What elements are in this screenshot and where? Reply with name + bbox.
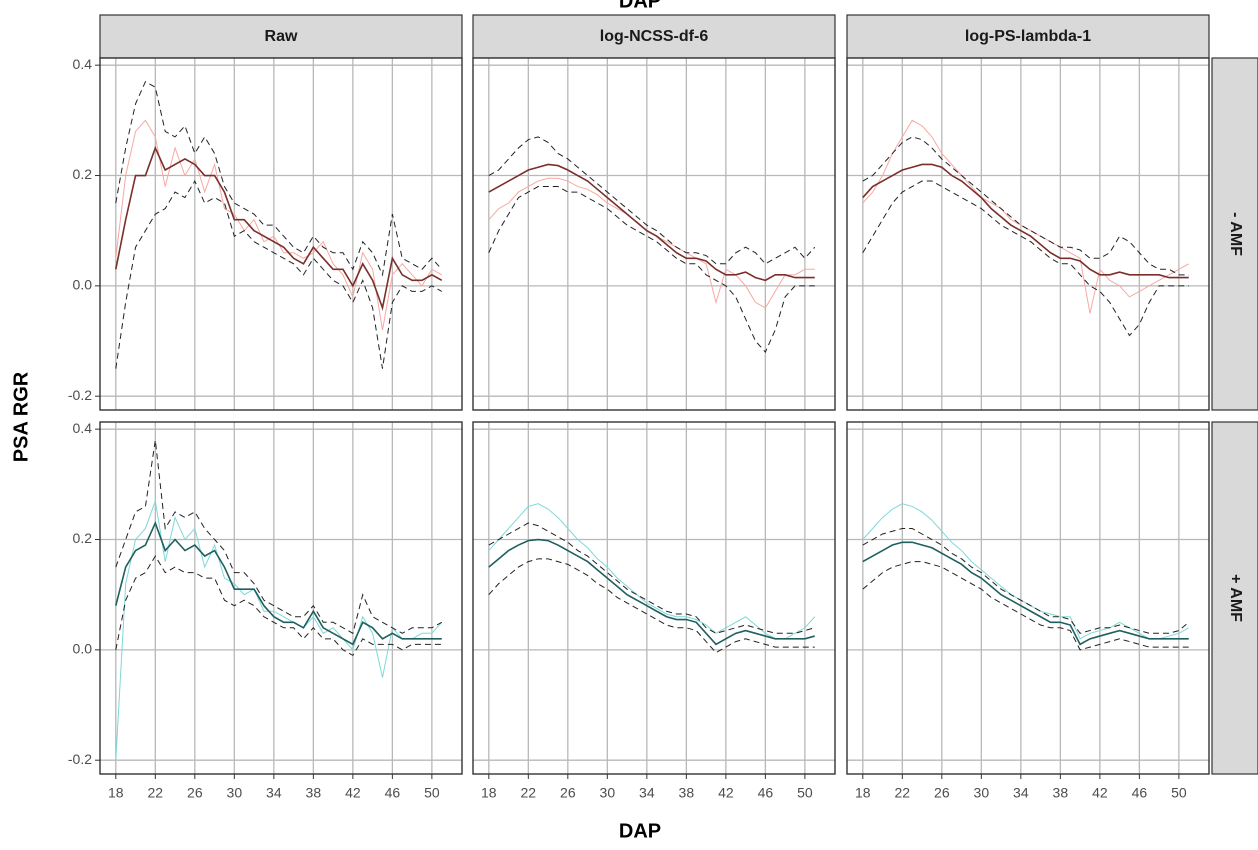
dashed-line [862,561,1189,651]
x-tick-label: 22 [521,785,537,801]
facet-label: - AMF [1227,212,1244,256]
line [862,163,1189,279]
x-tick-label: 30 [227,785,243,801]
x-tick-label: 46 [1132,785,1148,801]
facet-label: + AMF [1227,574,1244,622]
facet-strip [1211,421,1258,775]
dashed-line [862,527,1190,634]
x-tick-label: 34 [1013,785,1029,801]
panel-background [100,422,462,774]
panel-lines [115,81,443,369]
x-tick-label: 42 [718,785,734,801]
line [115,500,443,761]
x-tick-label: 38 [1053,785,1069,801]
facet-label: log-PS-lambda-1 [965,28,1091,45]
dashed-line [115,81,443,277]
x-tick-label: 46 [758,785,774,801]
dashed-line [488,136,816,265]
dashed-line [115,440,442,635]
line [862,541,1189,646]
y-tick-label: 0.2 [73,166,93,182]
line [115,145,443,311]
dashed-line [488,522,815,634]
panel-lines [488,136,816,353]
panel-lines [115,440,443,761]
facet-strip [846,14,1210,59]
x-tick-label: 34 [639,785,655,801]
y-tick-label: 0.4 [73,56,93,72]
y-tick-label: 0.0 [73,641,93,657]
x-tick-label: 18 [108,785,124,801]
dashed-line [115,555,442,657]
panel-lines [488,503,816,654]
dashed-line [862,136,1189,276]
panel-border [472,57,836,411]
x-tick-label: 42 [1092,785,1108,801]
line [862,503,1189,640]
y-tick-label: -0.2 [68,751,92,767]
x-tick-label: 22 [148,785,164,801]
facet-label: Raw [265,28,298,45]
y-tick-label: -0.2 [68,387,92,403]
facet-label: log-NCSS-df-6 [600,28,709,45]
panel-border [846,57,1210,411]
y-tick-label: 0.0 [73,277,93,293]
x-tick-label: 30 [974,785,990,801]
x-tick-label: 50 [1171,785,1187,801]
x-tick-label: 26 [187,785,203,801]
x-tick-label: 50 [424,785,440,801]
x-tick-label: 46 [385,785,401,801]
dashed-line [488,186,815,353]
x-tick-label: 42 [345,785,361,801]
dashed-line [115,179,442,369]
x-tick-label: 18 [855,785,871,801]
panel-border [99,421,463,775]
panel-border [99,57,463,411]
x-tick-label: 50 [797,785,813,801]
panel-lines [862,503,1190,651]
line [115,520,442,646]
facet-strip [99,14,463,59]
line [488,538,815,646]
x-tick-label: 38 [306,785,322,801]
panel-border [846,421,1210,775]
panel-lines [862,119,1189,337]
y-tick-label: 0.4 [73,420,93,436]
panel-background [473,422,835,774]
facet-strip [472,14,836,59]
x-tick-label: 26 [560,785,576,801]
panel-background [847,422,1209,774]
y-axis-title: PSA RGR [10,371,32,462]
x-tick-label: 18 [481,785,497,801]
panel-background [100,58,462,410]
facet-strip [1211,57,1258,411]
y-tick-label: 0.2 [73,530,93,546]
x-tick-label: 26 [934,785,950,801]
x-tick-label: 34 [266,785,282,801]
line [488,163,815,282]
x-tick-label: 30 [600,785,616,801]
panel-border [472,421,836,775]
top-axis-title: DAP [619,0,661,12]
x-tick-label: 22 [895,785,911,801]
dashed-line [862,180,1189,337]
x-axis-title: DAP [619,820,661,842]
dashed-line [488,558,815,654]
x-tick-label: 38 [679,785,695,801]
